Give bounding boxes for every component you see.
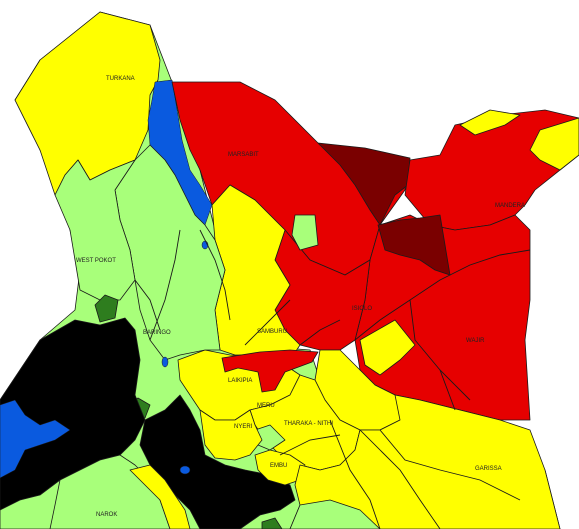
- label-mandera: MANDERA: [495, 203, 525, 209]
- forest-patch-embu: [261, 517, 283, 529]
- lake-baringo: [161, 356, 169, 368]
- label-embu: EMBU: [270, 463, 287, 469]
- forest-patch-pokot: [94, 294, 119, 323]
- label-samburu: SAMBURU: [257, 329, 287, 335]
- county-wajir[interactable]: [354, 214, 531, 421]
- label-garissa: GARISSA: [475, 466, 502, 472]
- mandera-east-yellow-patch: [529, 117, 579, 171]
- label-baringo: BARINGO: [143, 330, 171, 336]
- region-black-west: [0, 317, 146, 511]
- label-meru: MERU: [257, 403, 275, 409]
- label-isiolo: ISIOLO: [352, 306, 372, 312]
- label-west-pokot: WEST POKOT: [76, 258, 116, 264]
- county-west-pokot[interactable]: [54, 159, 136, 301]
- label-tharaka-nithi: THARAKA - NITHI: [284, 421, 333, 427]
- mandera-yellow-patch: [459, 109, 521, 136]
- label-narok: NAROK: [96, 512, 117, 518]
- wajir-yellow-patch: [359, 319, 416, 376]
- county-makueni-green: [289, 499, 381, 529]
- label-nyeri: NYERI: [234, 424, 253, 430]
- samburu-green-patch: [291, 214, 319, 251]
- boundary-lines: [134, 229, 531, 529]
- lake-naivasha: [179, 465, 191, 475]
- label-marsabit: MARSABIT: [228, 152, 259, 158]
- county-nyeri[interactable]: [199, 409, 263, 461]
- laikipia-red-strip: [221, 349, 319, 393]
- region-dark-red-north: [317, 142, 411, 226]
- narok-yellow-patch: [129, 464, 191, 529]
- label-turkana: TURKANA: [106, 76, 135, 82]
- lake-victoria: [0, 399, 71, 479]
- label-laikipia: LAIKIPIA: [228, 378, 252, 384]
- label-wajir: WAJIR: [466, 338, 485, 344]
